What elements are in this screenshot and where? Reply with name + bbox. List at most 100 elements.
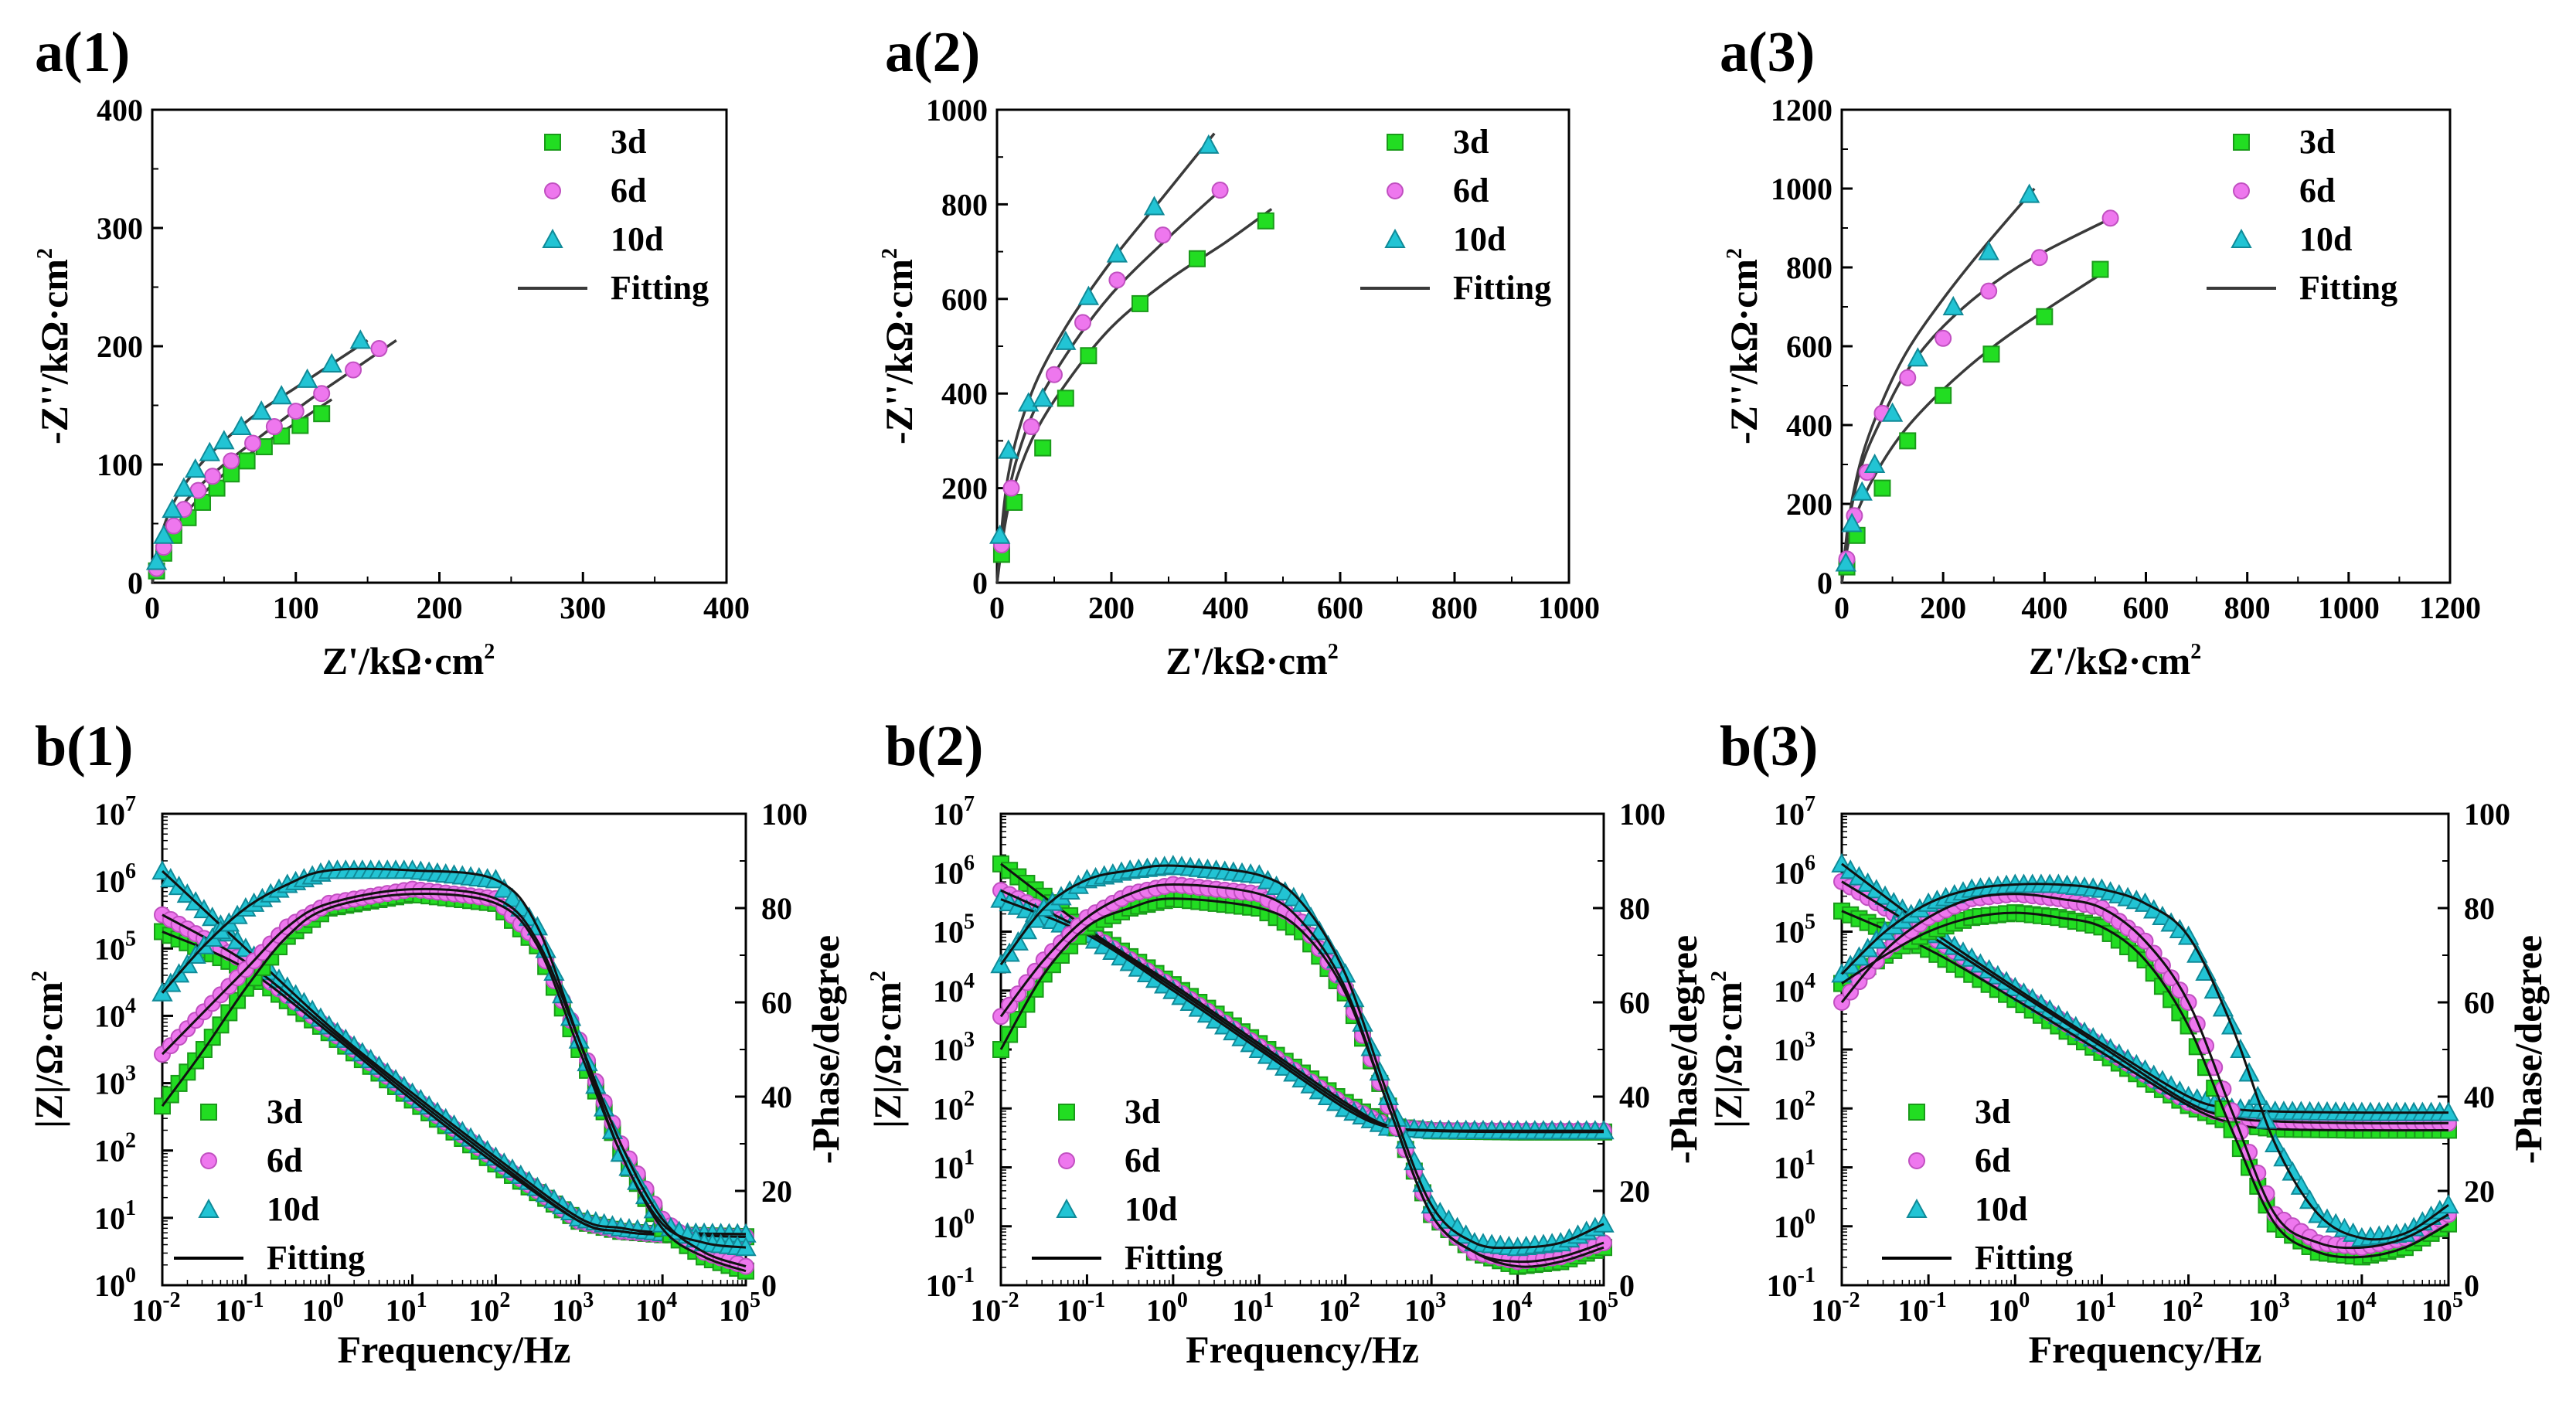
x-tick-label: 100 <box>273 590 319 625</box>
x-axis-title: Z'/kΩ·cm2 <box>1165 639 1339 682</box>
legend-label-d10: 10d <box>1975 1190 2027 1228</box>
x-tick-label: 0 <box>145 590 160 625</box>
x-tick-label: 400 <box>1203 590 1249 625</box>
y2-tick-label: 100 <box>1619 797 1666 832</box>
data-point-6d <box>1046 366 1063 383</box>
chart-a2: a(2) 0 200 400 600 800 1000 0 200 400 600 800 1000 Z'… <box>877 21 1600 682</box>
phase-fit-3d <box>1841 911 2449 1259</box>
modulus-fit-10d <box>161 870 747 1236</box>
x-axis-title: Frequency/Hz <box>338 1328 571 1371</box>
legend: 3d 6d 10d Fitting <box>1032 1093 1223 1277</box>
panel-label: b(1) <box>35 715 133 778</box>
y2-tick-label: 100 <box>2464 797 2510 832</box>
phase-point-10d <box>2273 1147 2295 1167</box>
x-tick-label: 10-1 <box>1897 1288 1946 1328</box>
data-point-3d <box>1982 345 2000 363</box>
y-tick-label: 104 <box>94 994 136 1033</box>
legend-label-d6: 6d <box>2299 172 2335 209</box>
y-tick-label: 102 <box>94 1129 136 1169</box>
x-tick-label: 103 <box>1404 1288 1446 1328</box>
x-axis-title: Z'/kΩ·cm2 <box>322 639 495 682</box>
fit-line-6d <box>151 338 397 583</box>
data-point-3d <box>313 405 331 423</box>
y-tick-label: 300 <box>97 211 143 246</box>
y-tick-label: 106 <box>1774 851 1815 890</box>
x-tick-label: 0 <box>989 590 1005 625</box>
chart-a3: a(3) 0 200 400 600 800 1000 1200 0 200 400 600 800 10… <box>1720 21 2481 682</box>
data-point-3d <box>2036 308 2054 325</box>
y-tick-label: 400 <box>1786 408 1832 443</box>
data-point-6d <box>345 361 362 379</box>
y-tick-label: 200 <box>1786 487 1832 522</box>
y2-tick-label: 40 <box>761 1080 792 1114</box>
data-point-3d <box>1935 386 1952 404</box>
x-tick-label: 10-1 <box>1057 1288 1105 1328</box>
data-point-10d <box>1077 285 1100 305</box>
data-point-10d <box>185 458 206 478</box>
phase-fit-6d <box>161 887 747 1268</box>
y2-tick-label: 20 <box>761 1174 792 1209</box>
x-tick-label: 800 <box>2224 590 2271 625</box>
phase-point-6d <box>2153 957 2171 975</box>
x-tick-label: 0 <box>1834 590 1849 625</box>
legend-marker-d6 <box>2233 182 2250 199</box>
legend-marker-d10 <box>1906 1198 1928 1218</box>
legend-label-d3: 3d <box>1975 1093 2010 1131</box>
y2-tick-label: 60 <box>2464 985 2495 1020</box>
data-point-3d <box>1034 439 1052 457</box>
x-tick-label: 105 <box>719 1288 761 1328</box>
y-tick-label: 101 <box>94 1196 136 1236</box>
legend-marker-d3 <box>1387 134 1404 151</box>
y-tick-label: 1000 <box>926 93 988 128</box>
data-point-10d <box>1851 481 1873 501</box>
y-tick-label: 106 <box>94 859 136 899</box>
data-point-3d <box>291 417 309 434</box>
legend-marker-d3 <box>1058 1104 1075 1121</box>
data-point-3d <box>1189 250 1206 267</box>
y-tick-label: 1000 <box>1771 172 1832 206</box>
y2-tick-label: 0 <box>2464 1268 2479 1303</box>
chart-b3: b(3)10-2 10-1 100 101 102 103 104 10510-1100101… <box>1707 715 2550 1371</box>
data-point-3d <box>1080 347 1097 365</box>
y-tick-label: 105 <box>1774 910 1815 950</box>
phase-fit-10d <box>161 867 747 1249</box>
legend-label-fit: Fitting <box>2299 269 2397 307</box>
y-tick-label: 600 <box>1786 329 1832 364</box>
legend-marker-d3 <box>200 1104 217 1121</box>
legend-label-fit: Fitting <box>1125 1239 1223 1277</box>
legend-marker-d6 <box>200 1152 217 1169</box>
y2-tick-label: 40 <box>2464 1080 2495 1114</box>
data-point-6d <box>1002 479 1020 497</box>
plot-frame <box>1840 108 2452 584</box>
modulus-fit-10d <box>1000 898 1604 1132</box>
data-point-10d <box>153 524 175 544</box>
legend-marker-d10 <box>2231 228 2252 248</box>
x-tick-label: 10-2 <box>131 1288 180 1328</box>
y-tick-label: 105 <box>933 910 975 950</box>
y-tick-label: 101 <box>1774 1146 1815 1186</box>
y-tick-label: 0 <box>128 566 143 600</box>
x-tick-label: 200 <box>1088 590 1135 625</box>
y-tick-label: 800 <box>941 187 988 222</box>
data-point-6d <box>1935 329 1952 347</box>
legend-marker-d3 <box>1908 1104 1925 1121</box>
data-point-6d <box>1211 182 1229 199</box>
y-tick-label: 104 <box>933 969 975 1009</box>
x-axis-title: Z'/kΩ·cm2 <box>2029 639 2202 682</box>
y2-tick-label: 80 <box>761 891 792 926</box>
data-point-3d <box>1257 212 1274 230</box>
phase-point-6d <box>2145 944 2163 962</box>
data-point-6d <box>244 434 262 452</box>
y-tick-label: 400 <box>97 93 143 128</box>
fit-line-6d <box>995 184 1227 583</box>
data-point-3d <box>2091 260 2109 278</box>
fit-line-10d <box>1840 187 2036 583</box>
fit-line-3d <box>1840 270 2106 583</box>
x-tick-label: 100 <box>1988 1288 2030 1328</box>
data-point-10d <box>1055 330 1077 350</box>
legend-marker-d10 <box>542 228 563 248</box>
y-axis-title: |Z|/Ω·cm2 <box>27 971 70 1128</box>
x-tick-label: 1000 <box>2318 590 2380 625</box>
x-tick-label: 104 <box>2335 1288 2377 1328</box>
legend-label-d3: 3d <box>1453 123 1489 161</box>
